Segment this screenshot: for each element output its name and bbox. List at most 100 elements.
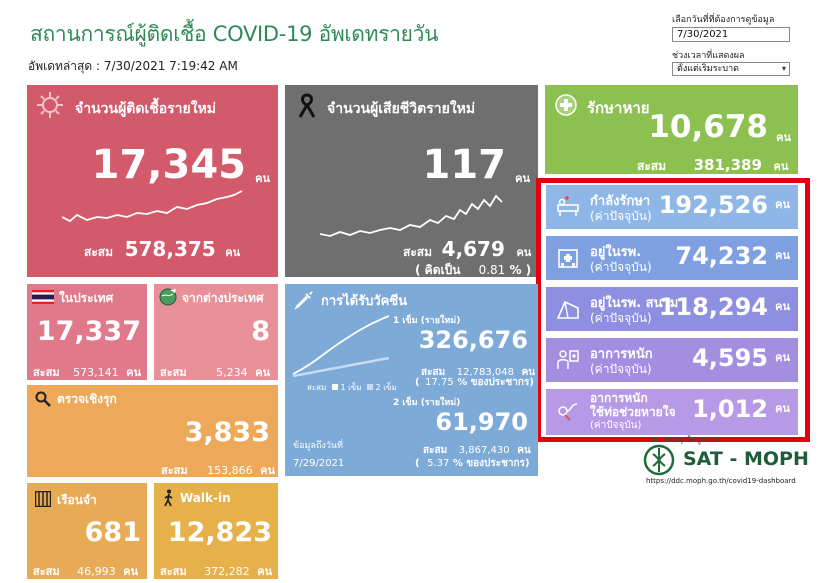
hospital-bed-icon bbox=[557, 196, 579, 216]
ventilator-label: อาการหนัก bbox=[590, 391, 648, 405]
screening-cumulative: สะสม 153,866 คน bbox=[161, 459, 275, 477]
source-note: หมายเหตุ ข้อมูลจาก bbox=[650, 435, 720, 444]
brand-name: SAT - MOPH bbox=[683, 448, 809, 470]
treating-sublabel: (ค่าปัจจุบัน) bbox=[590, 209, 652, 223]
virus-icon bbox=[37, 92, 63, 118]
recovered-cum-unit: คน bbox=[773, 160, 789, 173]
chevron-down-icon: ▾ bbox=[781, 64, 786, 73]
dose2-value: 61,970 bbox=[435, 408, 528, 436]
local-cases-cum-unit: คน bbox=[126, 366, 142, 379]
last-updated-value: 7/30/2021 7:19:42 AM bbox=[103, 59, 238, 73]
last-updated-label: อัพเดทล่าสุด : bbox=[28, 59, 100, 73]
range-select[interactable]: ตั้งแต่เริ่มระบาด ▾ bbox=[672, 62, 790, 76]
prison-bars-icon bbox=[35, 491, 51, 507]
legend-dose1-swatch bbox=[331, 384, 338, 390]
new-cases-unit: คน bbox=[255, 172, 270, 185]
hospital-building-icon bbox=[558, 249, 578, 268]
ventilator-sublabel: ใช้ท่อช่วยหายใจ bbox=[590, 405, 676, 419]
prison-cum-value: 46,993 bbox=[77, 565, 116, 578]
screening-value: 3,833 bbox=[184, 417, 270, 448]
local-cases-cum-value: 573,141 bbox=[73, 366, 119, 379]
screening-cum-label: สะสม bbox=[161, 464, 188, 477]
vaccine-title: การได้รับวัคซีน bbox=[321, 294, 408, 309]
abroad-cases-value: 8 bbox=[251, 316, 270, 347]
dose1-cum-unit: คน bbox=[521, 367, 536, 378]
data-as-of-label: ข้อมูลถึงวันที่ bbox=[293, 441, 343, 451]
new-cases-title: จำนวนผู้ติดเชื้อรายใหม่ bbox=[75, 101, 217, 117]
severe-unit: คน bbox=[775, 351, 790, 364]
prison-cumulative: สะสม 46,993 คน bbox=[33, 560, 138, 579]
dose2-cum-value: 3,867,430 bbox=[458, 445, 510, 456]
recovered-card: รักษาหาย 10,678 คน สะสม 381,389 คน bbox=[545, 85, 798, 174]
hospital-strip-treating: กำลังรักษา (ค่าปัจจุบัน) 192,526 คน bbox=[546, 185, 798, 229]
local-cases-cum-label: สะสม bbox=[33, 366, 60, 379]
new-deaths-cum-value: 4,679 bbox=[441, 237, 505, 261]
inpatient-value: 74,232 bbox=[675, 242, 768, 270]
date-picker-label: เลือกวันที่ที่ต้องการดูข้อมูล bbox=[672, 15, 775, 25]
date-picker-input[interactable]: 7/30/2021 bbox=[672, 27, 790, 42]
walking-person-icon bbox=[164, 489, 173, 507]
recovered-value: 10,678 bbox=[648, 109, 768, 145]
walkin-value: 12,823 bbox=[167, 517, 272, 548]
new-cases-cumulative: สะสม 578,375 คน bbox=[84, 237, 240, 262]
vaccine-trend-chart bbox=[293, 315, 389, 378]
walkin-card: Walk-in 12,823 สะสม 372,282 คน bbox=[154, 483, 278, 579]
abroad-cases-title: จากต่างประเทศ bbox=[182, 291, 264, 305]
abroad-cases-cum-unit: คน bbox=[255, 366, 271, 379]
thai-flag-icon bbox=[32, 290, 54, 304]
new-deaths-card: จำนวนผู้เสียชีวิตรายใหม่ 117 คน สะสม 4,6… bbox=[285, 85, 538, 277]
treating-value: 192,526 bbox=[658, 191, 768, 219]
dose2-pct-suffix: % ของประชากร) bbox=[452, 458, 530, 469]
dose2-percent: ( 5.37 % ของประชากร) bbox=[415, 458, 530, 469]
walkin-cum-value: 372,282 bbox=[204, 565, 250, 578]
severe-value: 4,595 bbox=[692, 344, 768, 372]
recovered-cum-label: สะสม bbox=[637, 159, 667, 173]
highlight-frame bbox=[536, 178, 810, 442]
local-cases-value: 17,337 bbox=[36, 316, 141, 347]
field-tent-icon bbox=[556, 300, 579, 319]
new-cases-value: 17,345 bbox=[91, 142, 246, 188]
new-deaths-cum-label: สะสม bbox=[403, 245, 433, 259]
treating-label: กำลังรักษา bbox=[590, 194, 651, 209]
severe-label: อาการหนัก bbox=[590, 347, 653, 362]
walkin-cumulative: สะสม 372,282 คน bbox=[160, 560, 272, 579]
dose2-cum-unit: คน bbox=[517, 445, 531, 456]
new-deaths-percent: ( คิดเป็น 0.81 % ) bbox=[415, 261, 531, 277]
abroad-cases-cum-value: 5,234 bbox=[216, 366, 248, 379]
new-deaths-unit: คน bbox=[515, 172, 530, 185]
dose1-cum-label: สะสม bbox=[421, 367, 446, 378]
new-deaths-cum-unit: คน bbox=[516, 246, 532, 259]
prison-title: เรือนจำ bbox=[57, 493, 97, 507]
hospital-strip-severe: อาการหนัก (ค่าปัจจุบัน) 4,595 คน bbox=[546, 338, 798, 382]
inpatient-sublabel: (ค่าปัจจุบัน) bbox=[590, 260, 652, 274]
ventilator-unit: คน bbox=[775, 402, 790, 415]
inpatient-label: อยู่ในรพ. bbox=[590, 245, 642, 260]
new-cases-card: จำนวนผู้ติดเชื้อรายใหม่ 17,345 คน สะสม 5… bbox=[27, 85, 278, 277]
prison-cum-unit: คน bbox=[123, 565, 139, 578]
globe-plane-icon bbox=[159, 288, 177, 306]
field-hospital-unit: คน bbox=[775, 300, 790, 313]
prison-cum-label: สะสม bbox=[33, 565, 60, 578]
dose2-cum-label: สะสม bbox=[423, 445, 448, 456]
vaccine-card: การได้รับวัคซีน สะสม 1 เข็ม 2 เข็ม 1 เข็… bbox=[285, 284, 538, 476]
prison-card: เรือนจำ 681 สะสม 46,993 คน bbox=[27, 483, 147, 579]
severe-sublabel: (ค่าปัจจุบัน) bbox=[590, 362, 652, 376]
recovered-title: รักษาหาย bbox=[587, 99, 650, 117]
legend-cumulative: สะสม bbox=[307, 383, 327, 392]
range-select-label: ช่วงเวลาที่แสดงผล bbox=[672, 51, 745, 61]
new-cases-cum-unit: คน bbox=[225, 246, 241, 259]
source-url[interactable]: https://ddc.moph.go.th/covid19-dashboard bbox=[646, 477, 796, 485]
dose2-cumulative: สะสม 3,867,430 คน bbox=[423, 438, 531, 458]
abroad-cases-cum-label: สะสม bbox=[160, 366, 187, 379]
range-select-value: ตั้งแต่เริ่มระบาด bbox=[677, 64, 740, 74]
prison-value: 681 bbox=[84, 517, 141, 548]
search-icon bbox=[35, 391, 51, 407]
severe-patient-icon bbox=[557, 350, 579, 369]
dose1-pct-value: 17.75 bbox=[425, 377, 454, 388]
moph-logo-icon bbox=[643, 444, 675, 476]
medical-cross-icon bbox=[555, 94, 577, 116]
dose1-pct-suffix: % ของประชากร) bbox=[457, 377, 534, 388]
walkin-cum-label: สะสม bbox=[160, 565, 187, 578]
ventilator-icon bbox=[558, 403, 578, 421]
local-cases-title: ในประเทศ bbox=[59, 291, 114, 305]
